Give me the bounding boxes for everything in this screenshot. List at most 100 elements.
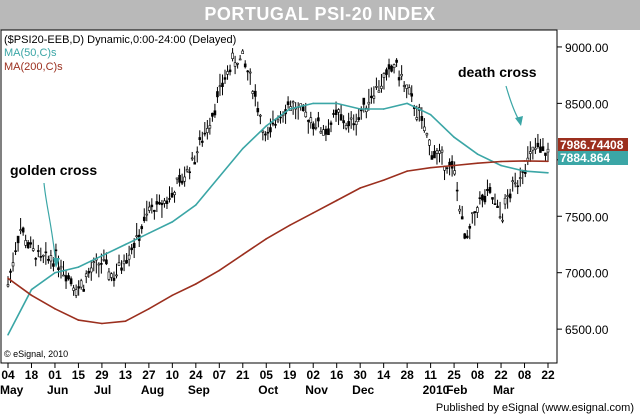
candle-body-57 <box>150 204 154 208</box>
candle-body-91 <box>236 62 239 65</box>
title-bar: PORTUGAL PSI-20 INDEX <box>0 0 640 30</box>
candle-body-74 <box>193 162 197 165</box>
candle-body-7 <box>24 240 27 246</box>
candle-body-76 <box>198 137 202 140</box>
candle-body-85 <box>221 82 224 87</box>
series-point-ma50-9 <box>218 175 221 178</box>
candle-body-78 <box>203 132 207 135</box>
candle-body-212 <box>541 146 545 152</box>
candle-body-144 <box>370 95 373 99</box>
candle-body-138 <box>354 121 358 125</box>
candle-body-29 <box>79 280 83 288</box>
candle-body-90 <box>233 62 237 67</box>
last-value-box-1 <box>558 151 628 165</box>
series-point-ma200-4 <box>101 322 103 325</box>
x-tick-month-10: Mar <box>493 383 515 397</box>
series-point-ma50-0 <box>7 333 9 336</box>
candle-body-202 <box>516 185 520 188</box>
candle-body-196 <box>501 219 504 222</box>
candle-body-66 <box>173 192 176 196</box>
x-axis-ticks: 04 18 01 15 29 13 27 10 24 07 21 05 19 02 16 30 14 28 11 25… <box>0 363 555 397</box>
candle-body-81 <box>211 112 214 117</box>
candle-body-134 <box>344 125 348 129</box>
candle-body-193 <box>493 203 497 205</box>
x-tick-month-2: Jul <box>94 383 111 397</box>
candle-body-77 <box>200 140 204 143</box>
x-tick-day-10: 21 <box>236 368 250 382</box>
series-point-ma200-7 <box>171 294 174 297</box>
candle-body-97 <box>251 91 255 94</box>
series-point-ma200-17 <box>406 170 408 172</box>
last-value-label-1: 7884.864 <box>560 151 610 165</box>
x-tick-day-9: 07 <box>213 368 227 382</box>
y-tick-label-4: 7000.00 <box>565 267 609 281</box>
candle-body-141 <box>362 97 366 105</box>
series-point-ma200-16 <box>382 179 385 181</box>
golden-cross-arrow <box>43 182 57 266</box>
plot-area <box>0 29 558 364</box>
candle-body-177 <box>453 170 456 175</box>
x-tick-day-13: 02 <box>307 368 321 382</box>
chart-subtitle: ($PSI20-EEB,D) Dynamic,0:00-24:00 (Delay… <box>4 34 236 46</box>
candle-body-192 <box>491 197 494 200</box>
candle-body-124 <box>319 130 323 134</box>
candle-body-145 <box>372 95 376 99</box>
series-point-ma200-23 <box>547 160 549 163</box>
candle-body-75 <box>195 151 199 154</box>
candle-body-164 <box>420 116 424 121</box>
candle-body-113 <box>291 101 295 104</box>
candle-body-61 <box>160 202 164 206</box>
candle-body-118 <box>304 111 308 118</box>
series-point-ma200-3 <box>77 319 80 321</box>
candle-body-100 <box>259 114 262 117</box>
candle-body-93 <box>241 50 244 54</box>
candle-body-26 <box>72 287 75 291</box>
series-point-ma200-9 <box>218 269 221 272</box>
series-point-ma50-14 <box>335 102 338 105</box>
candle-body-54 <box>142 216 146 221</box>
candle-body-71 <box>185 169 189 172</box>
candle-body-42 <box>112 277 116 281</box>
x-tick-day-20: 08 <box>471 368 485 382</box>
candle-body-180 <box>460 216 464 220</box>
candle-body-63 <box>165 200 169 204</box>
series-point-ma50-1 <box>30 288 33 291</box>
series-line-ma50 <box>7 102 549 336</box>
series-point-ma200-6 <box>148 308 150 310</box>
series-point-ma50-12 <box>288 108 291 110</box>
x-tick-day-1: 18 <box>25 368 39 382</box>
candle-body-150 <box>385 69 388 75</box>
candle-body-203 <box>518 177 522 179</box>
candle-body-83 <box>216 91 219 98</box>
candle-body-39 <box>105 259 108 265</box>
x-tick-day-18: 11 <box>424 368 437 382</box>
candle-body-11 <box>34 258 38 260</box>
candle-body-89 <box>231 52 234 59</box>
series-point-ma200-18 <box>429 166 432 169</box>
candle-body-174 <box>445 167 449 169</box>
series-point-ma50-5 <box>124 243 127 246</box>
candle-body-172 <box>440 149 444 153</box>
candle-body-69 <box>180 180 184 184</box>
candle-body-17 <box>49 255 53 262</box>
x-tick-day-19: 25 <box>447 368 461 382</box>
x-tick-month-6: Nov <box>305 383 328 397</box>
candle-body-128 <box>329 122 333 125</box>
series-point-ma200-10 <box>241 253 244 256</box>
series-point-ma50-15 <box>359 108 361 110</box>
series-point-ma200-1 <box>30 294 33 297</box>
candle-body-67 <box>175 177 179 180</box>
candle-body-23 <box>64 275 68 282</box>
candle-body-59 <box>155 201 159 205</box>
candle-body-178 <box>455 189 459 192</box>
candle-body-153 <box>392 64 396 68</box>
x-tick-month-7: Dec <box>352 383 374 397</box>
series-point-ma50-7 <box>171 221 174 223</box>
candle-body-53 <box>140 226 144 230</box>
y-tick-label-0: 9000.00 <box>565 41 609 55</box>
candle-body-104 <box>269 127 272 133</box>
candle-body-160 <box>410 93 414 97</box>
candle-body-21 <box>59 265 63 269</box>
candle-body-28 <box>77 286 80 289</box>
candle-body-51 <box>135 235 138 238</box>
